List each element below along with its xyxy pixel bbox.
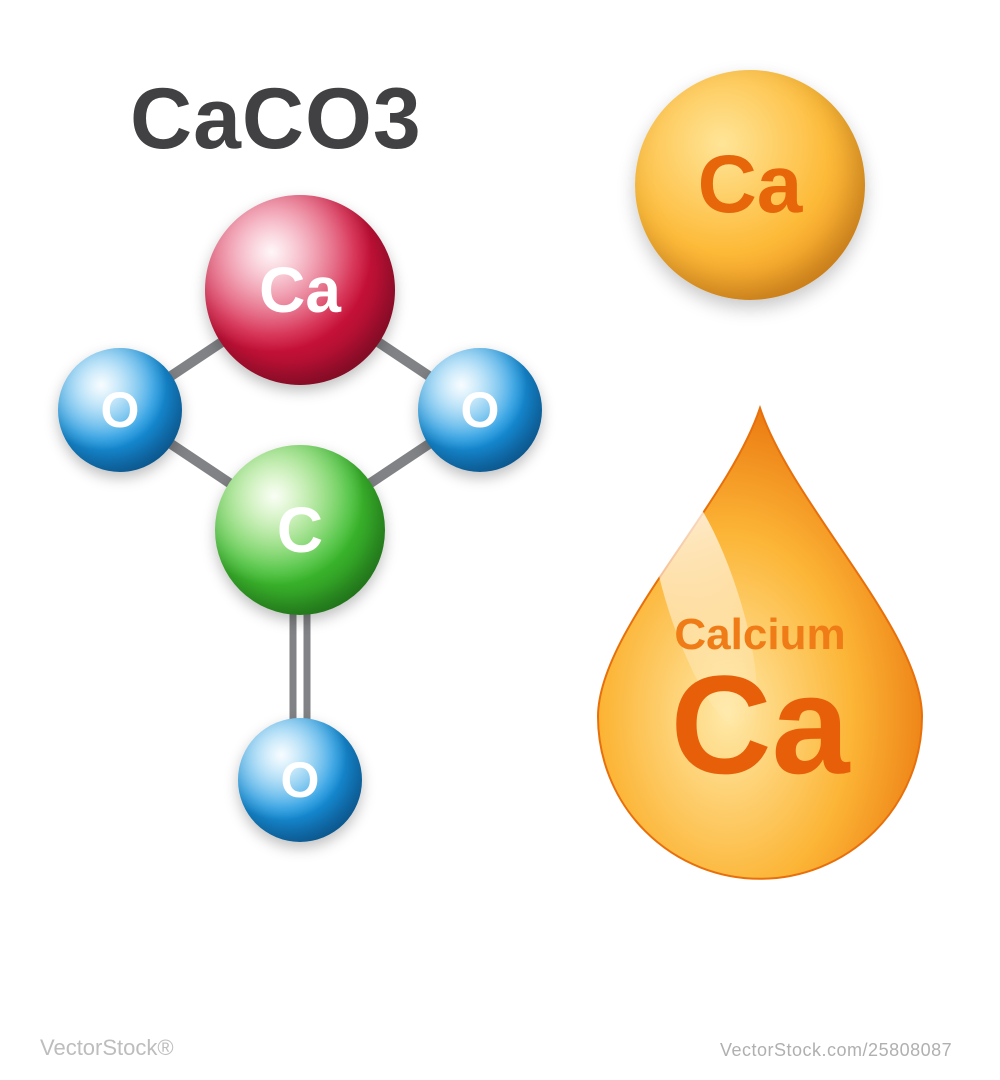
atom-label: O [101,381,140,439]
atom-o_left: O [58,348,182,472]
atom-c: C [215,445,385,615]
atom-label: O [461,381,500,439]
atom-label: C [277,493,323,567]
atom-ca: Ca [205,195,395,385]
calcium-pill-label: Ca [698,138,803,232]
atom-label: O [281,751,320,809]
drop-symbol: Ca [590,655,930,795]
stock-id-text: VectorStock.com/25808087 [720,1040,952,1061]
watermark-text: VectorStock® [40,1035,174,1061]
calcium-drop: Calcium Ca [590,400,930,880]
atom-o_bottom: O [238,718,362,842]
atom-label: Ca [259,253,341,327]
calcium-pill: Ca [635,70,865,300]
atom-o_right: O [418,348,542,472]
formula-title: CaCO3 [130,70,422,169]
